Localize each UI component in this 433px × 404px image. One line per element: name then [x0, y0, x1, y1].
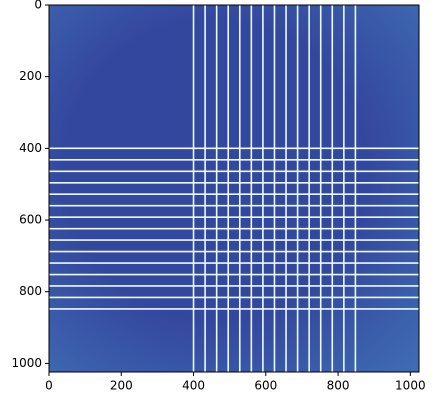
y-tick-label: 600 [19, 213, 42, 227]
y-tick-label: 200 [19, 69, 42, 83]
y-tick-label: 0 [34, 0, 42, 12]
x-tick-label: 0 [45, 379, 53, 393]
x-tick-label: 400 [182, 379, 205, 393]
x-tick-label: 1000 [395, 379, 426, 393]
x-tick-label: 800 [327, 379, 350, 393]
y-tick-label: 400 [19, 141, 42, 155]
heatmap-image [49, 5, 419, 372]
axes-frame [48, 4, 420, 373]
y-tick-label: 800 [19, 284, 42, 298]
x-tick-label: 600 [254, 379, 277, 393]
x-tick-label: 200 [110, 379, 133, 393]
y-tick-label: 1000 [11, 356, 42, 370]
